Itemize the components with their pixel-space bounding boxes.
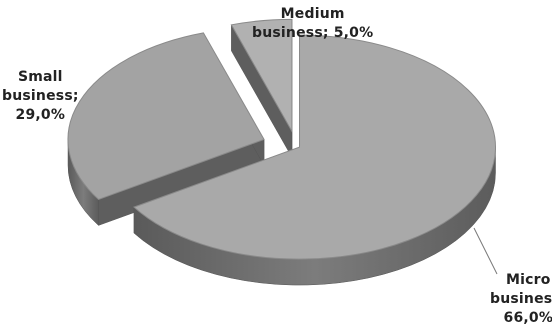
medium-business-label: Medium business; 5,0% xyxy=(252,6,374,41)
medium-business-slice xyxy=(230,18,293,134)
small-business-label: Small business; 29,0% xyxy=(2,69,79,123)
micro-business-label: Micro business; 66,0% xyxy=(490,272,552,326)
small-business-slice xyxy=(67,32,265,201)
micro-business-slice xyxy=(133,34,496,260)
micro-leader-line xyxy=(473,227,498,275)
